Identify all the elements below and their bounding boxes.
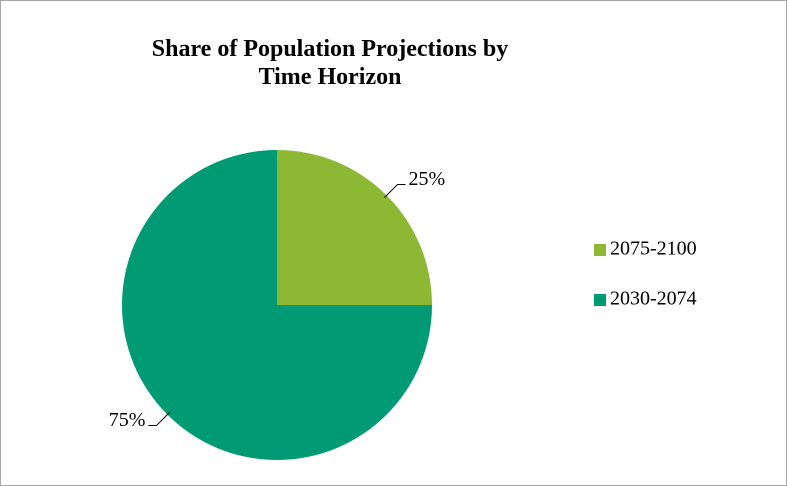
data-label: 75%: [109, 409, 146, 431]
pie-slice: [122, 150, 432, 460]
leader-line: [384, 183, 406, 198]
legend-swatch: [594, 244, 606, 256]
leader-line: [148, 412, 170, 427]
legend-swatch: [594, 294, 606, 306]
legend-label: 2030-2074: [610, 288, 697, 310]
pie-slice: [277, 150, 432, 305]
chart-title: Share of Population Projections by Time …: [151, 36, 509, 90]
legend-label: 2075-2100: [610, 238, 697, 260]
data-label: 25%: [409, 168, 446, 190]
